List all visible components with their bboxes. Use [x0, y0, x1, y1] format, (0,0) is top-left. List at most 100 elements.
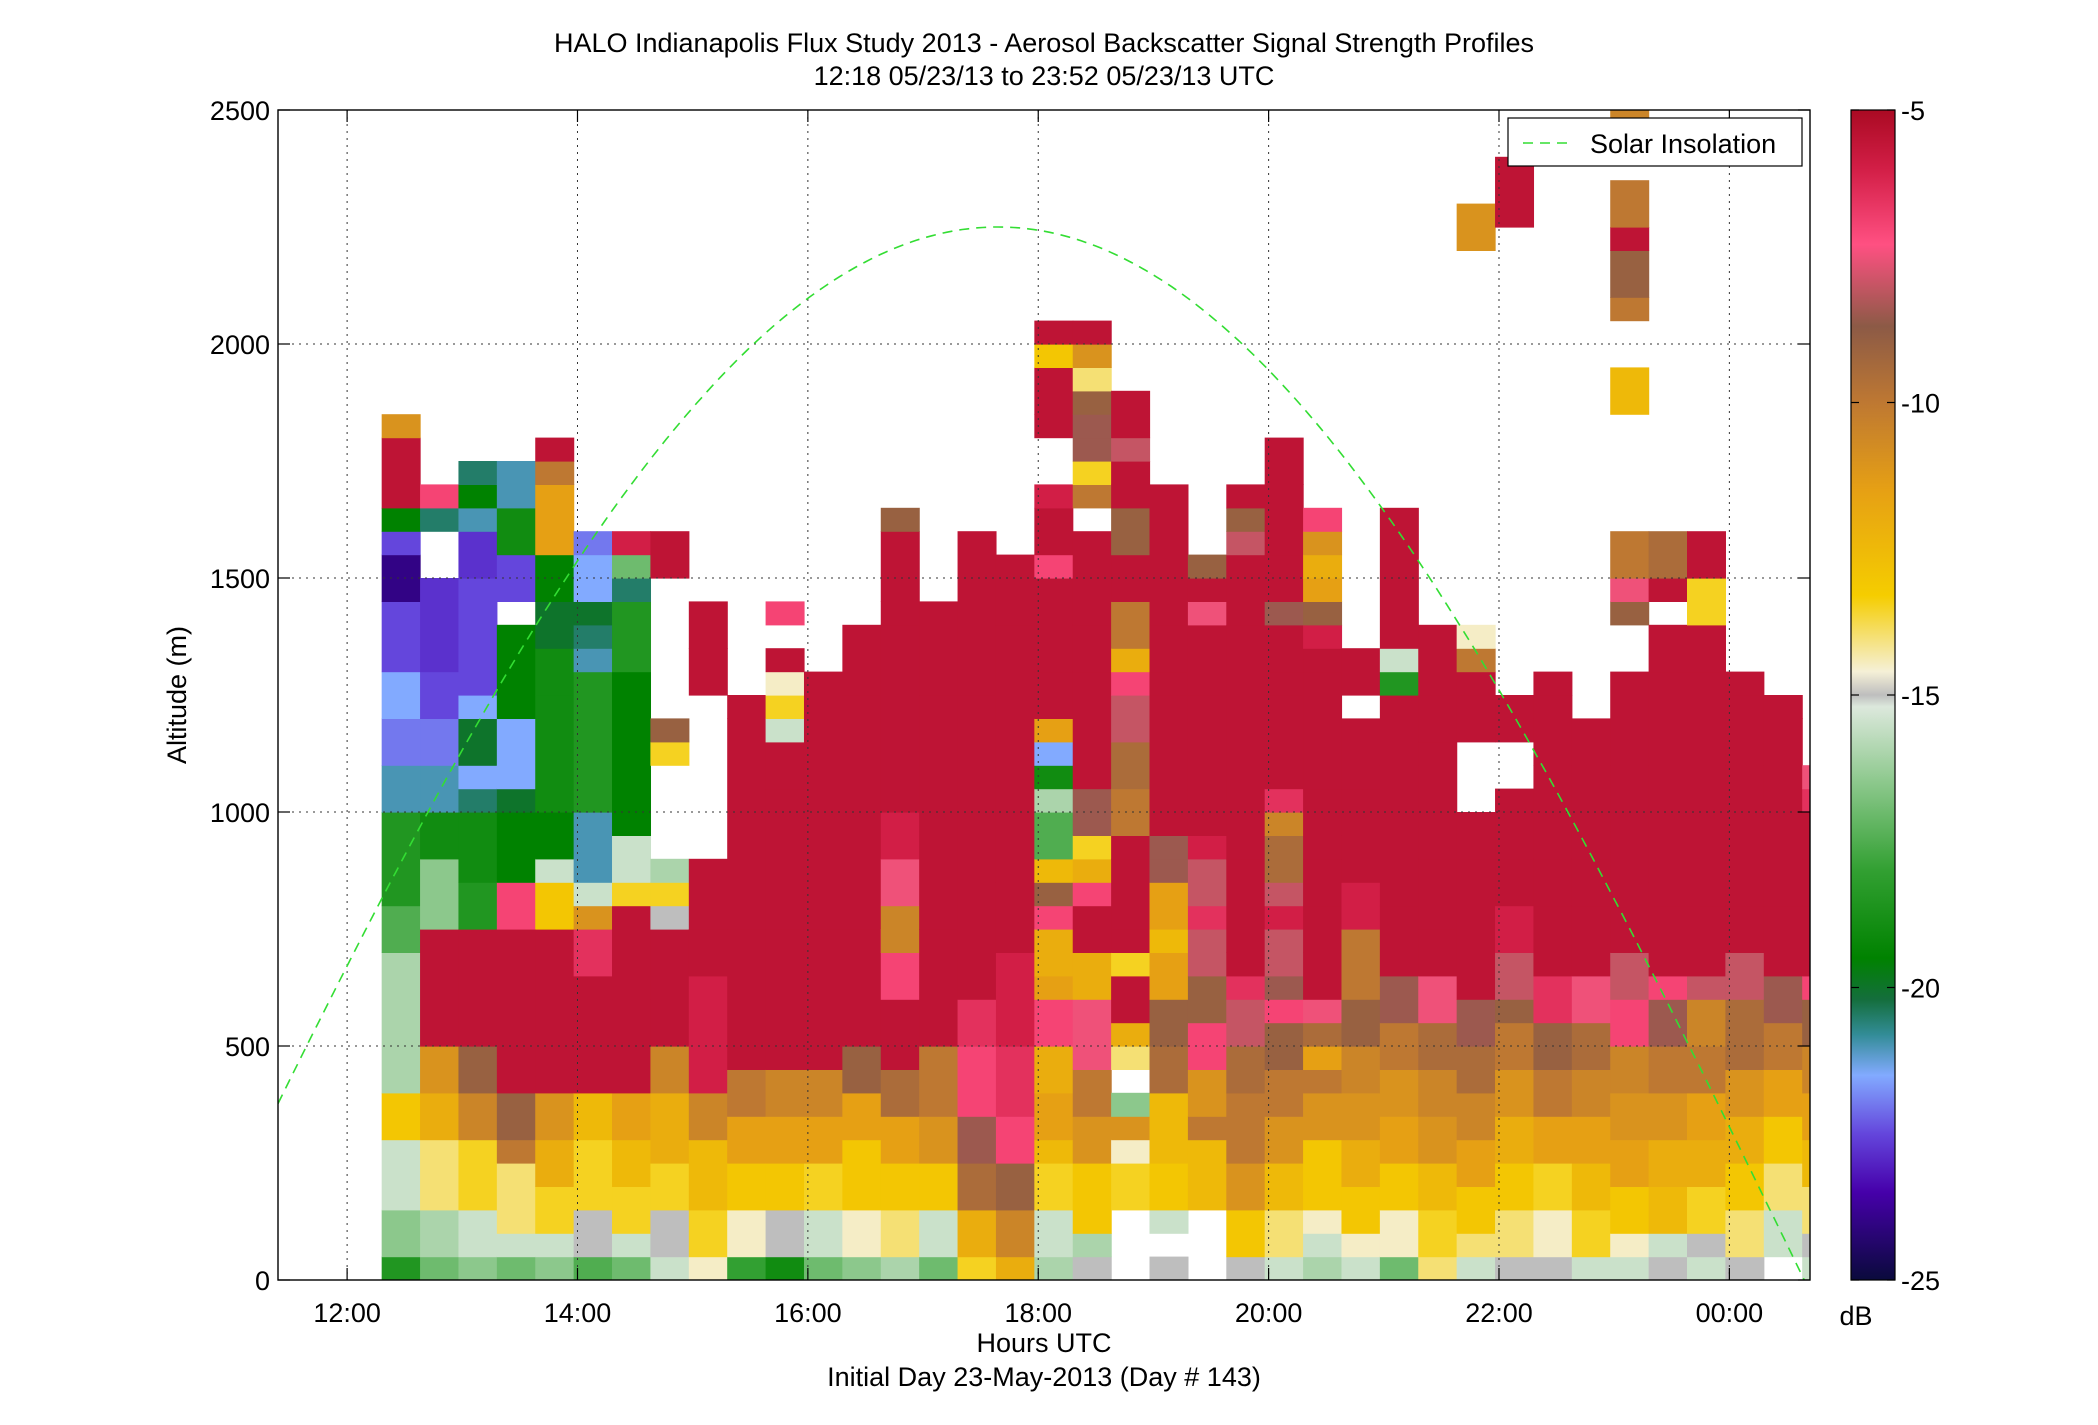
solar-insolation-curve: [278, 226, 1806, 1280]
heatmap-cell-29-1: [1495, 1209, 1535, 1258]
heatmap-cell-17-24: [1034, 344, 1074, 368]
heatmap-cell-33-7: [1648, 975, 1688, 1000]
heatmap-cell-21-11: [1187, 601, 1227, 626]
heatmap-cell-4-7: [535, 858, 575, 883]
heatmap-cell-33-5: [1648, 1046, 1688, 1094]
heatmap-cell-19-22: [1111, 390, 1151, 439]
heatmap-cell-30-0: [1533, 1256, 1573, 1280]
x-tick-label-2: 16:00: [774, 1298, 842, 1328]
heatmap-cell-4-11: [535, 601, 575, 649]
heatmap-cell-17-22: [1034, 414, 1074, 439]
heatmap-cell-0-10: [381, 601, 421, 673]
heatmap-cell-15-8: [957, 812, 997, 883]
heatmap-cell-20-0: [1149, 1256, 1189, 1280]
heatmap-cell-9-4: [727, 1069, 767, 1117]
heatmap-cell-32-13: [1610, 578, 1650, 602]
heatmap-cell-1-9: [420, 718, 460, 766]
heatmap-cell-26-4: [1379, 1069, 1419, 1117]
heatmap-cell-33-0: [1648, 1256, 1688, 1280]
heatmap-cell-35-9: [1725, 765, 1765, 836]
heatmap-cell-13-7: [880, 905, 920, 953]
heatmap-cell-18-6: [1072, 952, 1112, 1000]
heatmap-cell-8-8: [688, 601, 728, 649]
heatmap-cell-2-16: [458, 507, 498, 532]
heatmap-cell-3-4: [496, 1092, 536, 1141]
heatmap-cell-13-1: [880, 1209, 920, 1258]
heatmap-cell-18-22: [1072, 344, 1112, 368]
heatmap-cell-11-7: [803, 671, 843, 813]
heatmap-cell-28-8: [1456, 882, 1496, 953]
heatmap-cell-33-10: [1648, 765, 1688, 836]
heatmap-cell-17-11: [1034, 858, 1074, 883]
heatmap-cell-32-3: [1610, 1139, 1650, 1187]
heatmap-cell-5-8: [573, 812, 613, 883]
heatmap-cell-3-10: [496, 718, 536, 766]
heatmap-cell-15-7: [957, 882, 997, 953]
plot-frame: [277, 109, 1811, 1281]
heatmap-cell-31-2: [1571, 1163, 1611, 1211]
heatmap-cell-32-11: [1610, 671, 1650, 766]
heatmap-cell-33-11: [1648, 671, 1688, 766]
heatmap-cell-33-8: [1648, 905, 1688, 977]
heatmap-cell-37-1: [1802, 1233, 1810, 1258]
heatmap-cell-2-2: [458, 1139, 498, 1211]
heatmap-cell-5-9: [573, 671, 613, 813]
heatmap-cell-15-4: [957, 1046, 997, 1117]
heatmap-cell-28-14: [1456, 624, 1496, 649]
heatmap-cell-21-9: [1187, 695, 1227, 836]
legend-box: [1507, 117, 1803, 167]
x-tick-label-1: 14:00: [544, 1298, 612, 1328]
heatmap-cell-10-5: [765, 929, 805, 1070]
heatmap-cell-17-12: [1034, 812, 1074, 860]
heatmap-cell-26-12: [1379, 648, 1419, 673]
heatmap-cell-0-3: [381, 1092, 421, 1141]
heatmap-cell-26-0: [1379, 1256, 1419, 1280]
heatmap-cell-5-10: [573, 648, 613, 673]
heatmap-cell-10-8: [765, 718, 805, 743]
heatmap-cell-2-8: [458, 812, 498, 883]
heatmap-cell-13-2: [880, 1163, 920, 1211]
heatmap-cell-26-11: [1379, 671, 1419, 696]
heatmap-cell-12-5: [842, 929, 882, 1047]
heatmap-cell-4-6: [535, 882, 575, 930]
heatmap-cell-21-2: [1187, 1069, 1227, 1117]
heatmap-cell-23-14: [1264, 695, 1304, 790]
heatmap-cell-34-13: [1687, 624, 1726, 649]
heatmap-cell-33-9: [1648, 835, 1688, 907]
heatmap-cell-1-5: [420, 929, 460, 1047]
heatmap-cell-33-4: [1648, 1092, 1688, 1141]
heatmap-cell-0-2: [381, 1139, 421, 1211]
heatmap-cell-24-1: [1303, 1233, 1343, 1258]
heatmap-cell-5-3: [573, 1092, 613, 1141]
heatmap-cell-37-12: [1802, 765, 1810, 790]
heatmap-cell-2-5: [458, 952, 498, 1047]
heatmap-cell-27-5: [1418, 1022, 1458, 1070]
heatmap-cell-16-1: [995, 1209, 1035, 1258]
heatmap-cell-1-8: [420, 765, 460, 813]
heatmap-cell-1-10: [420, 671, 460, 719]
heatmap-cell-35-0: [1725, 1256, 1765, 1280]
heatmap-cell-24-10: [1303, 905, 1343, 953]
heatmap-cell-22-8: [1226, 858, 1266, 953]
heatmap-cell-19-11: [1111, 788, 1151, 836]
heatmap-cell-0-0: [381, 1256, 421, 1280]
heatmap-cell-28-6: [1456, 999, 1496, 1047]
heatmap-cell-28-15: [1456, 203, 1496, 251]
heatmap-cell-13-10: [880, 624, 920, 813]
heatmap-cell-35-6: [1725, 952, 1765, 1000]
heatmap-cell-19-17: [1111, 554, 1151, 602]
y-tick-label-5: 2500: [210, 96, 270, 126]
heatmap-cell-6-5: [612, 999, 652, 1094]
heatmap-cell-10-7: [765, 741, 805, 790]
heatmap-cell-0-4: [381, 952, 421, 1094]
heatmap-cell-25-11: [1341, 718, 1381, 790]
heatmap-cell-6-8: [612, 835, 652, 883]
heatmap-cell-36-3: [1763, 1069, 1803, 1117]
heatmap-cell-12-2: [842, 1139, 882, 1211]
heatmap-cell-6-6: [612, 905, 652, 1000]
heatmap-cell-25-9: [1341, 835, 1381, 883]
heatmap-cell-24-4: [1303, 1092, 1343, 1141]
heatmap-cell-29-5: [1495, 1022, 1535, 1070]
heatmap-cell-18-21: [1072, 367, 1112, 392]
heatmap-cell-2-13: [458, 624, 498, 696]
